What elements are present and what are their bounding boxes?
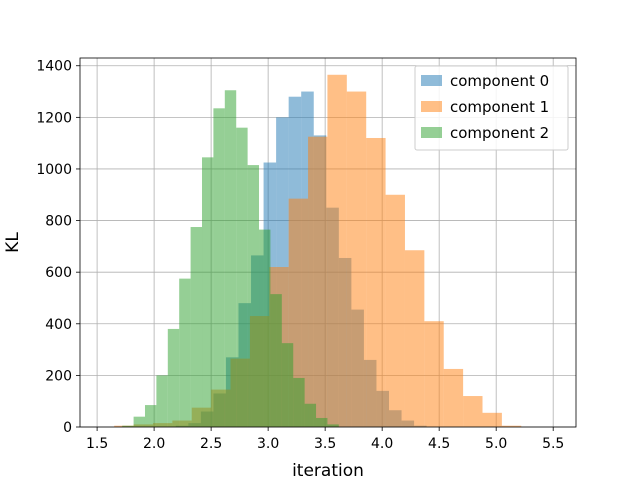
histogram-bar xyxy=(482,412,502,427)
histogram-bar xyxy=(270,294,282,427)
histogram-bar xyxy=(327,424,339,427)
histogram-bar xyxy=(443,368,464,427)
histogram-bars xyxy=(114,74,522,428)
histogram-bar xyxy=(463,396,483,427)
x-tick-label: 3.0 xyxy=(257,436,279,452)
x-axis-label: iteration xyxy=(292,461,364,480)
legend-swatch xyxy=(421,127,442,138)
histogram-bar xyxy=(404,250,425,427)
x-tick-label: 5.5 xyxy=(542,436,564,452)
legend-swatch xyxy=(421,75,442,86)
x-tick-label: 5.0 xyxy=(485,436,507,452)
histogram-bar xyxy=(213,108,225,428)
histogram-bar xyxy=(122,425,134,427)
y-tick-label: 400 xyxy=(45,317,72,333)
y-tick-label: 0 xyxy=(63,420,72,436)
histogram-bar xyxy=(308,136,328,427)
histogram-bar xyxy=(144,405,157,427)
histogram-bar xyxy=(236,127,248,427)
histogram-bar xyxy=(316,417,328,427)
histogram-bar xyxy=(133,416,145,427)
histogram-bar xyxy=(190,227,203,427)
plot-frame xyxy=(79,57,577,428)
histogram-bar xyxy=(501,425,522,427)
legend-box xyxy=(414,65,569,151)
histogram-bar xyxy=(385,194,405,427)
legend: component 0 component 1 component 2 xyxy=(414,65,569,151)
x-tick-label: 3.5 xyxy=(314,436,336,452)
y-tick-label: 600 xyxy=(45,265,72,281)
y-tick-label: 1000 xyxy=(36,162,72,178)
histogram-bar xyxy=(288,198,309,427)
histogram-bar xyxy=(156,375,168,427)
histogram-bar xyxy=(366,137,386,427)
histogram-bar xyxy=(346,91,367,427)
y-tick-label: 200 xyxy=(45,368,72,384)
histogram-bar xyxy=(167,328,180,427)
y-tick-label: 800 xyxy=(45,214,72,230)
histogram-bar xyxy=(259,229,271,427)
histogram-bar xyxy=(304,403,317,427)
legend-label: component 1 xyxy=(450,98,549,116)
histogram-bar xyxy=(424,321,444,427)
legend-label: component 2 xyxy=(450,124,549,142)
x-tick-label: 1.5 xyxy=(86,436,108,452)
y-axis-label: KL xyxy=(3,232,23,253)
x-tick-label: 4.0 xyxy=(371,436,393,452)
histogram-bar xyxy=(202,157,214,427)
y-tick-label: 1400 xyxy=(36,59,72,75)
histogram-bar xyxy=(224,90,237,427)
histogram-bar xyxy=(179,278,191,427)
legend-swatch xyxy=(421,101,442,112)
histogram-bar xyxy=(247,165,260,428)
x-tick-label: 2.0 xyxy=(143,436,165,452)
histogram-bar xyxy=(281,343,294,427)
axis-ticks: 1.5 2.0 2.5 3.0 3.5 4.0 4.5 5.0 5.5 0 200 400 600 800… xyxy=(36,59,564,452)
histogram-bar xyxy=(327,74,347,427)
series-2-bars xyxy=(122,90,339,428)
x-tick-label: 2.5 xyxy=(200,436,222,452)
histogram-bar xyxy=(293,377,305,427)
series-1-bars xyxy=(114,74,522,427)
x-tick-label: 4.5 xyxy=(428,436,450,452)
legend-label: component 0 xyxy=(450,72,549,90)
y-tick-label: 1200 xyxy=(36,110,72,126)
